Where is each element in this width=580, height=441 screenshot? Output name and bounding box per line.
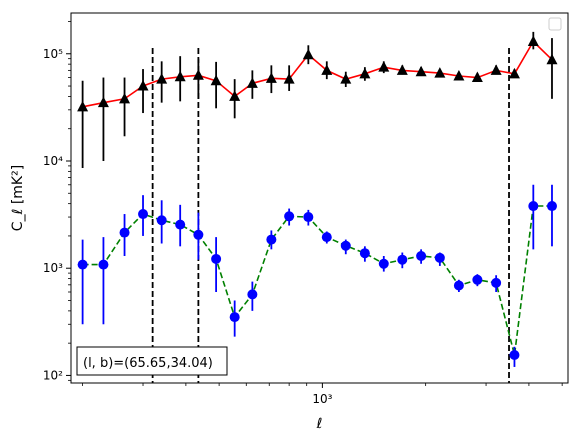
data-point [156,73,168,84]
data-point [359,67,371,79]
data-point [378,61,390,72]
y-tick-label: 10⁴ [43,154,63,168]
data-point [321,64,333,75]
series-1 [77,31,558,169]
data-point [229,90,241,101]
data-point [528,201,539,212]
data-point [98,259,109,270]
series-2 [77,184,557,367]
data-point [546,53,558,65]
data-point [211,253,222,264]
data-point [247,289,258,300]
data-point [416,250,427,261]
data-point [119,227,130,238]
data-point [229,312,240,323]
data-point [303,212,314,223]
series-line [82,40,553,108]
data-point [156,215,167,226]
data-point [340,240,351,251]
data-point [453,70,465,81]
plot-frame [70,12,569,384]
annotation-text: (l, b)=(65.65,34.04) [83,356,213,371]
data-point [77,259,88,270]
data-point [527,35,539,47]
data-point [175,219,186,230]
data-point [138,209,149,220]
data-point [472,274,483,285]
data-point [546,201,557,212]
data-point [265,72,277,83]
data-point [396,64,408,75]
data-point [174,70,186,82]
x-tick-label: 10³ [312,392,332,406]
data-point [97,96,109,108]
data-point [509,350,520,361]
y-axis-label: C_ℓ [mK²] [10,165,26,231]
data-point [119,92,131,104]
data-point [340,73,352,84]
data-point [397,254,408,265]
data-point [471,71,483,83]
legend-box [548,17,562,31]
data-point [378,258,389,269]
data-point [359,248,370,259]
data-point [302,48,314,60]
data-point [210,74,222,86]
x-axis-label: ℓ [316,416,323,432]
y-tick-label: 10³ [43,261,63,275]
data-point [490,64,502,75]
data-point [434,252,445,263]
data-point [246,77,258,88]
data-point [508,67,520,79]
data-point [453,280,464,291]
data-point [192,69,204,80]
axis-ticks: 10² 10³ 10⁴ 10⁵ 10³ [43,21,563,406]
y-tick-label: 10⁵ [43,47,63,61]
data-point [321,232,332,243]
data-point [137,80,149,91]
data-point [193,229,204,240]
annotation-box: (l, b)=(65.65,34.04) [76,346,228,376]
y-tick-label: 10² [43,368,63,382]
data-point [77,100,89,112]
data-point [415,65,427,77]
data-point [283,73,295,84]
data-point [434,67,446,78]
data-point [284,211,295,222]
plot-layer [77,31,558,383]
data-point [266,234,277,245]
data-point [491,277,502,288]
